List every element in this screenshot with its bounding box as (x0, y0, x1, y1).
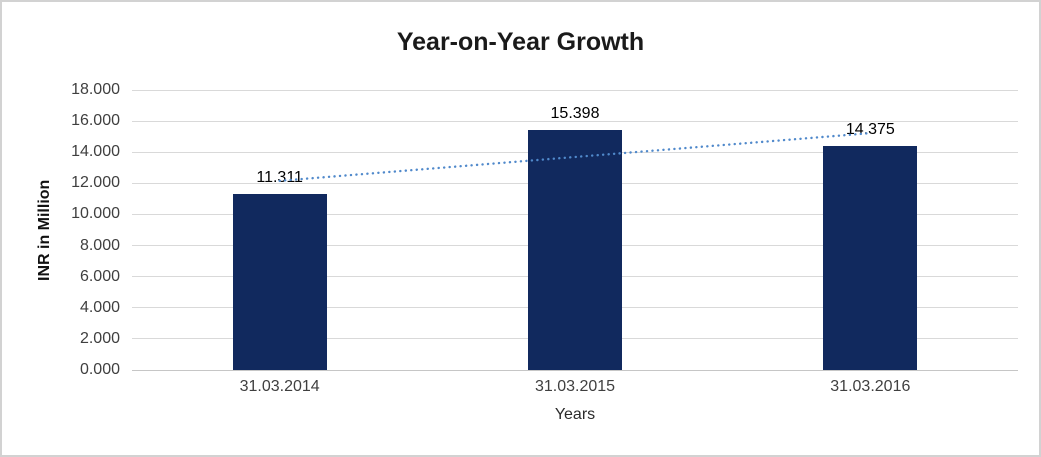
y-tick-label: 16.000 (71, 112, 120, 130)
plot-area: 11.311 15.398 14.375 (132, 89, 1018, 371)
y-tick-label: 18.000 (71, 81, 120, 98)
trendline-dotted-line (278, 131, 872, 183)
bar-31.03.2014 (232, 194, 327, 370)
gridline (132, 89, 1018, 91)
chart-title: Year-on-Year Growth (396, 28, 645, 56)
data-label: 11.311 (256, 169, 303, 187)
y-tick-label: 8.000 (79, 236, 120, 254)
x-axis-line (132, 369, 1018, 371)
trendline (278, 131, 872, 183)
x-category-label: 31.03.2015 (534, 378, 616, 395)
y-tick-label: 12.000 (71, 174, 120, 192)
bar-31.03.2015 (528, 130, 622, 370)
bar-31.03.2016 (823, 146, 918, 370)
x-axis-category-labels: 31.03.2014 31.03.2015 31.03.2016 (132, 377, 1018, 397)
x-category-label: 31.03.2016 (830, 378, 911, 395)
y-tick-label: 2.000 (79, 329, 120, 347)
y-tick-label: 4.000 (79, 298, 120, 316)
y-axis-tick-labels: 0.000 2.000 4.000 6.000 8.000 10.000 12.000 14.… (2, 81, 120, 378)
y-tick-label: 10.000 (71, 205, 120, 223)
y-tick-label: 6.000 (79, 267, 120, 285)
y-tick-label: 14.000 (71, 143, 120, 161)
x-axis-title: Years (554, 406, 596, 423)
x-category-label: 31.03.2014 (239, 378, 320, 395)
gridline (132, 120, 1018, 122)
y-tick-label: 0.000 (79, 361, 120, 378)
data-label: 15.398 (550, 105, 600, 123)
data-label: 14.375 (845, 121, 895, 139)
